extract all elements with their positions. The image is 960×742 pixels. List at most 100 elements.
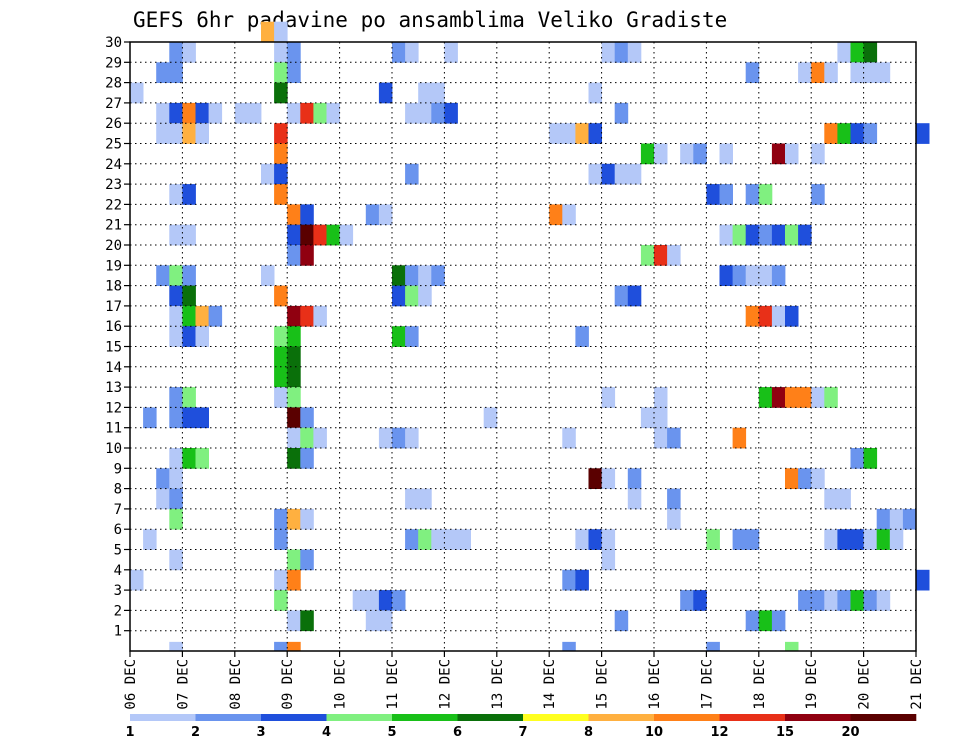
heatmap-cell [339,224,354,246]
colorbar-swatch [326,714,393,721]
colorbar-swatch [850,714,917,721]
x-tick-label: 16 DEC [647,659,663,710]
heatmap-cell [169,102,183,124]
heatmap-cell [824,488,838,510]
x-tick-label: 17 DEC [699,659,715,710]
heatmap-cell [287,326,301,347]
x-tick-label: 13 DEC [490,659,506,710]
heatmap-cell [876,529,891,550]
heatmap-cell [771,610,786,632]
heatmap-cell [300,549,314,571]
heatmap-cell [274,366,288,388]
heatmap-cell [378,427,393,449]
heatmap-cell [745,305,760,327]
y-tick-label: 14 [105,360,122,376]
heatmap-cell [654,245,668,266]
heatmap-cell [627,285,642,307]
heatmap-cell [719,143,733,165]
heatmap-cell [693,143,707,165]
x-tick-label: 07 DEC [175,659,191,710]
heatmap-cell [195,123,209,144]
heatmap-cell [837,529,851,550]
heatmap-cell [863,42,878,63]
heatmap-cell [811,468,825,489]
heatmap-cell [601,387,616,408]
heatmap-cell [405,102,419,124]
x-tick-label: 10 DEC [333,659,349,710]
y-tick-label: 25 [105,137,122,153]
heatmap-cell [418,102,432,124]
heatmap-cell [850,123,864,144]
heatmap-cell [143,529,157,550]
heatmap-cell [392,285,406,307]
x-tick-label: 15 DEC [595,659,611,710]
heatmap-cell [798,224,812,246]
heatmap-cell [418,529,432,550]
heatmap-cell [785,641,799,651]
heatmap-cell [418,82,432,104]
heatmap-cell [798,468,812,489]
heatmap-cell [300,102,314,124]
heatmap-cell [889,508,904,530]
heatmap-cell [287,407,301,429]
heatmap-cell [392,265,406,286]
heatmap-cell [444,42,458,63]
heatmap-cell [811,387,825,408]
y-tick-label: 23 [105,177,122,193]
heatmap-cell [274,62,288,83]
heatmap-cell [195,305,209,327]
heatmap-cell [169,407,183,429]
heatmap-cell [889,529,904,550]
heatmap-cell [732,529,747,550]
heatmap-cell [247,102,262,124]
heatmap-cell [169,265,183,286]
heatmap-cell [824,123,838,144]
heatmap-cell [287,427,301,449]
heatmap-cell [431,529,445,550]
heatmap-cell [811,143,825,165]
heatmap-cell [431,82,445,104]
y-tick-label: 6 [114,522,122,538]
heatmap-cell [182,448,196,469]
heatmap-cell [182,407,196,429]
heatmap-cell [745,265,760,286]
heatmap-cell [850,448,864,469]
heatmap-cell [287,102,301,124]
heatmap-cell [902,508,917,530]
y-tick-label: 3 [114,583,122,599]
heatmap-cell [208,102,223,124]
heatmap-cell [640,245,655,266]
heatmap-cell [392,590,406,611]
heatmap-cell [549,204,563,226]
y-tick-label: 1 [114,624,122,640]
y-tick-label: 20 [105,238,122,254]
heatmap-cell [850,42,864,63]
heatmap-cell [169,184,183,205]
heatmap-cell [182,42,196,63]
heatmap-cell [811,590,825,611]
heatmap-cell [837,488,851,510]
heatmap-cell [287,366,301,388]
heatmap-cell [405,427,419,449]
x-tick-label: 14 DEC [542,659,558,710]
y-tick-label: 27 [105,96,122,112]
heatmap-cell [287,549,301,571]
heatmap-cell [156,468,170,489]
colorbar-label: 6 [453,725,462,740]
colorbar-swatch [654,714,720,721]
heatmap-cell [287,224,301,246]
heatmap-cell [169,549,183,571]
heatmap-cell [562,427,576,449]
heatmap-cell [863,590,878,611]
heatmap-cell [169,305,183,327]
heatmap-cell [300,407,314,429]
heatmap-cell [771,305,786,327]
heatmap-cell [824,62,838,83]
heatmap-cell [287,641,301,651]
y-tick-label: 28 [105,76,122,92]
heatmap-cell [169,641,183,651]
heatmap-cell [274,163,288,185]
heatmap-cell [916,123,930,144]
heatmap-cell [274,529,288,550]
